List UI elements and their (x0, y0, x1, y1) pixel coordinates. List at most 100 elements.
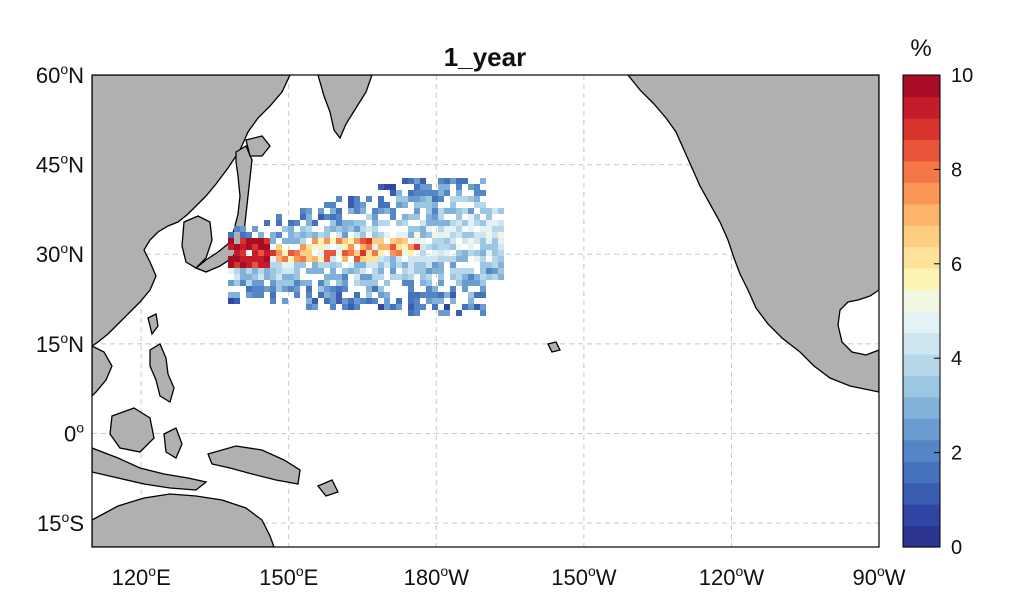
plume-cell (402, 214, 408, 220)
plume-cell (450, 256, 456, 262)
plume-cell (390, 256, 396, 262)
plume-cell (432, 196, 438, 202)
plume-cell (378, 292, 384, 298)
plume-cell (288, 280, 294, 286)
plume-cell (450, 268, 456, 274)
plume-cell (324, 292, 330, 298)
plume-cell (432, 256, 438, 262)
plume-cell (342, 250, 348, 256)
longitude-labels: 120oE 150oE 180oW 150oW 120oW 90oW (112, 563, 906, 590)
plume-cell (264, 274, 270, 280)
plume-cell (324, 280, 330, 286)
plume-cell (378, 304, 384, 310)
plume-cell (372, 214, 378, 220)
plume-cell (288, 238, 294, 244)
plume-cell (378, 220, 384, 226)
plume-cell (444, 292, 450, 298)
plume-cell (276, 214, 282, 220)
plume-cell (444, 238, 450, 244)
plume-cell (498, 274, 504, 280)
plume-cell (408, 286, 414, 292)
plume-cell (408, 250, 414, 256)
plume-cell (276, 232, 282, 238)
plume-cell (360, 268, 366, 274)
plume-cell (396, 304, 402, 310)
plume-cell (414, 256, 420, 262)
colorbar-segment-3 (903, 461, 940, 484)
plume-cell (240, 262, 246, 268)
plume-cell (474, 304, 480, 310)
plume-cell (354, 250, 360, 256)
plume-cell (372, 280, 378, 286)
land-masses (92, 75, 879, 547)
colorbar-segment-8 (903, 353, 940, 376)
colorbar-segment-13 (903, 246, 940, 269)
plume-cell (390, 262, 396, 268)
plume-cell (354, 256, 360, 262)
plume-cell (372, 268, 378, 274)
plume-cell (408, 262, 414, 268)
plume-cell (234, 244, 240, 250)
plume-cell (252, 274, 258, 280)
plume-cell (276, 268, 282, 274)
plume-cell (228, 244, 234, 250)
plume-cell (372, 274, 378, 280)
plume-cell (366, 292, 372, 298)
plume-cell (336, 208, 342, 214)
plume-cell (240, 226, 246, 232)
plume-cell (474, 238, 480, 244)
plume-cell (378, 196, 384, 202)
plume-cell (444, 208, 450, 214)
plume-cell (366, 256, 372, 262)
plume-cell (480, 238, 486, 244)
plume-cell (420, 268, 426, 274)
plume-cell (288, 232, 294, 238)
plume-cell (414, 298, 420, 304)
plume-cell (420, 226, 426, 232)
plume-cell (462, 274, 468, 280)
plume-cell (390, 250, 396, 256)
plume-cell (474, 256, 480, 262)
plume-cell (432, 262, 438, 268)
plume-cell (438, 298, 444, 304)
plume-cell (384, 292, 390, 298)
plume-cell (396, 298, 402, 304)
plume-cell (498, 268, 504, 274)
plume-cell (372, 226, 378, 232)
plume-cell (420, 202, 426, 208)
plume-cell (384, 202, 390, 208)
plume-cell (432, 298, 438, 304)
plume-cell (402, 232, 408, 238)
plume-cell (240, 274, 246, 280)
plume-cell (240, 256, 246, 262)
plume-cell (366, 274, 372, 280)
plume-cell (306, 250, 312, 256)
plume-cell (492, 244, 498, 250)
plume-cell (306, 220, 312, 226)
plume-cell (270, 274, 276, 280)
plume-cell (354, 292, 360, 298)
plume-cell (456, 244, 462, 250)
plume-cell (468, 232, 474, 238)
plume-cell (396, 196, 402, 202)
plume-cell (228, 262, 234, 268)
plume-cell (324, 232, 330, 238)
plume-cell (324, 262, 330, 268)
plume-cell (348, 220, 354, 226)
plume-cell (258, 268, 264, 274)
plume-cell (378, 208, 384, 214)
plume-cell (252, 226, 258, 232)
australia-land (92, 493, 275, 547)
plume-cell (264, 250, 270, 256)
plume-cell (366, 244, 372, 250)
plume-cell (420, 244, 426, 250)
plume-cell (462, 196, 468, 202)
plume-cell (276, 280, 282, 286)
plume-cell (258, 280, 264, 286)
plume-cell (318, 268, 324, 274)
plume-cell (432, 250, 438, 256)
plume-cell (384, 232, 390, 238)
plume-cell (288, 274, 294, 280)
plume-cell (336, 238, 342, 244)
plume-cell (474, 214, 480, 220)
